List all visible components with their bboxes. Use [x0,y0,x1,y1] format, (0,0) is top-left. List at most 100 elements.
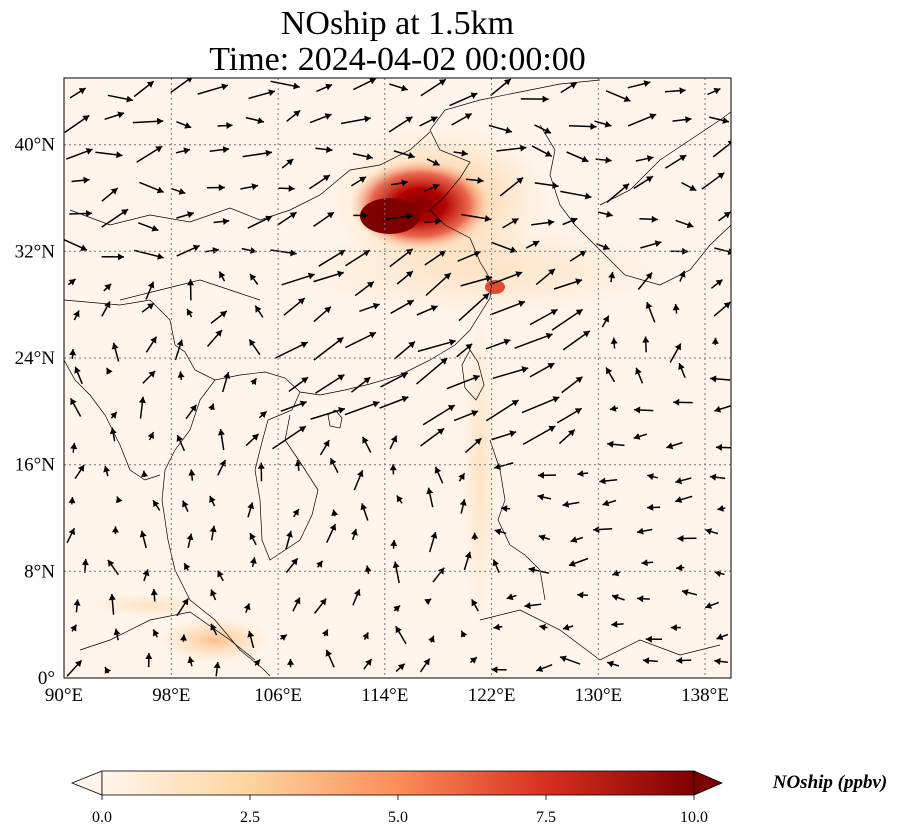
wind-arrow-head [249,533,256,541]
wind-arrow-head [280,634,287,641]
wind-arrow-head [645,272,653,280]
wind-arrow-head [562,500,570,508]
wind-arrow-head [464,113,472,120]
wind-arrow-head [438,79,446,86]
wind-arrow-head [492,559,500,567]
colorbar-tick-label: 2.5 [240,809,260,826]
y-tick-label: 0° [38,668,55,689]
wind-arrow-head [714,657,721,665]
wind-arrow-head [447,405,455,412]
wind-arrow-head [265,149,272,157]
wind-arrow-head [637,595,644,603]
wind-arrow-head [299,400,307,408]
wind-arrow-head [188,469,196,476]
wind-arrow-head [182,500,189,508]
wind-arrow-head [674,343,681,351]
wind-arrow-head [474,438,482,445]
wind-arrow-head [645,635,652,643]
wind-arrow-head [472,374,480,382]
wind-arrow-head [646,155,654,162]
colorbar-tick-label: 0.0 [92,809,112,826]
wind-arrow-head [633,433,641,440]
wind-arrow-head [291,558,298,566]
wind-arrow-head [157,117,164,125]
wind-arrow-head [473,250,481,258]
wind-arrow-head [70,442,78,450]
wind-arrow-head [679,270,686,278]
wind-arrow-head [369,332,376,339]
wind-arrow-head [449,339,456,346]
map-title: NOship at 1.5km [280,5,515,42]
wind-arrow-head [145,652,153,659]
wind-arrow-head [713,87,721,95]
wind-arrow-head [609,405,617,412]
wind-arrow-head [257,117,264,124]
wind-arrow-head [524,602,531,610]
wind-arrow-head [319,598,327,606]
wind-arrow-head [711,337,719,344]
wind-arrow-head [575,309,583,316]
wind-arrow-head [599,477,606,485]
wind-arrow-head [504,78,511,86]
wind-arrow-head [113,628,121,636]
wind-arrow-head [73,599,81,606]
wind-arrow-head [675,477,682,485]
wind-arrow-head [569,82,577,89]
wind-arrow-head [458,473,465,481]
wind-arrow-head [250,247,257,254]
y-tick-label: 32°N [15,241,56,262]
wind-arrow-shaft [272,425,307,450]
y-axis-ticks: 0° 8°N 16°N 24°N 32°N 40°N [15,135,56,689]
wind-arrow-head [608,272,616,279]
colorbar-tick-label: 10.0 [680,809,708,826]
wind-arrow-head [438,250,446,258]
wind-arrow-head [705,602,712,609]
wind-arrow-head [366,153,373,161]
wind-arrow-head [255,305,262,313]
wind-arrow-head [307,272,315,280]
wind-arrow-head [544,127,552,134]
wind-arrow-head [286,531,293,538]
wind-arrow-head [584,192,592,200]
wind-arrow-head [365,659,372,666]
wind-arrow-head [121,209,129,216]
wind-arrow-head [397,663,405,671]
wind-arrow-head [68,497,76,504]
wind-arrow-shaft [551,308,584,331]
wind-arrow-head [575,278,582,286]
wind-arrow-head [536,665,544,672]
wind-arrow-head [678,363,685,370]
wind-arrow-head [176,339,184,347]
wind-arrow-head [187,211,194,219]
wind-arrow-head [649,113,657,120]
colorbar-gradient [101,770,695,796]
wind-arrow-head [428,635,435,643]
wind-arrow-head [642,657,650,665]
wind-arrow-head [68,528,75,536]
colorbar-tick-label: 7.5 [536,809,556,826]
wind-arrow-head [637,527,644,535]
wind-arrow-head [176,435,183,442]
wind-arrow-head [138,396,146,404]
wind-arrow-head [117,111,125,119]
wind-arrow-head [351,528,358,536]
wind-arrow-head [186,308,193,316]
wind-arrow-head [327,212,334,219]
wind-arrow-head [215,330,222,337]
wind-arrow-head [247,502,255,510]
wind-arrow-head [432,183,440,191]
wind-arrow-head [575,376,583,384]
wind-arrow-head [247,630,255,638]
wind-arrow-head [219,311,227,318]
wind-arrow-head [210,589,217,597]
wind-arrow-head [331,509,339,516]
wind-arrow-head [68,279,76,286]
wind-arrow-head [250,378,257,386]
wind-arrow-head [435,217,442,225]
wind-arrow-head [157,253,164,260]
wind-arrow-head [715,443,723,451]
wind-arrow-head [251,183,259,191]
wind-arrow-head [392,561,400,569]
wind-arrow-head [209,525,217,533]
wind-arrow-head [666,442,674,450]
